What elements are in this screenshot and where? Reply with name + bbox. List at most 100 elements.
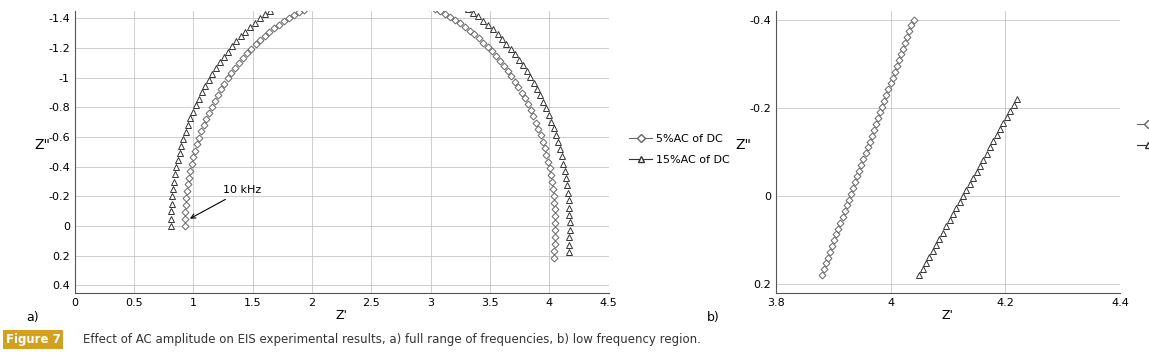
Text: Figure 7: Figure 7 (6, 333, 61, 346)
5%AC of DC (879, 93, 893, 97)
5%AC of DC (838, 209, 851, 213)
15%AC of DC (993, 127, 1007, 131)
15%AC of DC (919, 261, 933, 265)
5%AC of DC (835, 215, 849, 219)
15%AC of DC (996, 121, 1010, 125)
15%AC of DC (963, 182, 977, 186)
15%AC of DC (916, 267, 930, 271)
Legend: 5%AC of DC, 15%AC of DC: 5%AC of DC, 15%AC of DC (625, 129, 734, 169)
5%AC of DC (856, 157, 870, 161)
5%AC of DC (845, 192, 858, 196)
5%AC of DC (884, 81, 897, 86)
15%AC of DC (946, 212, 959, 216)
Text: Effect of AC amplitude on EIS experimental results, a) full range of frequencies: Effect of AC amplitude on EIS experiment… (83, 333, 701, 346)
5%AC of DC (855, 162, 869, 167)
5%AC of DC (899, 41, 912, 45)
5%AC of DC (493, 59, 507, 63)
5%AC of DC (257, 34, 271, 38)
5%AC of DC (878, 99, 892, 103)
5%AC of DC (827, 238, 841, 242)
15%AC of DC (977, 157, 990, 162)
5%AC of DC (869, 122, 882, 126)
5%AC of DC (823, 250, 836, 254)
5%AC of DC (825, 244, 839, 248)
X-axis label: Z': Z' (336, 309, 348, 322)
5%AC of DC (876, 105, 889, 109)
15%AC of DC (959, 188, 973, 192)
15%AC of DC (980, 151, 994, 156)
5%AC of DC (907, 17, 920, 22)
5%AC of DC (848, 180, 862, 184)
Y-axis label: Z": Z" (735, 138, 751, 152)
15%AC of DC (956, 194, 970, 198)
5%AC of DC (547, 256, 561, 260)
15%AC of DC (942, 218, 956, 222)
5%AC of DC (901, 35, 915, 39)
5%AC of DC (822, 256, 835, 260)
5%AC of DC (833, 221, 847, 225)
15%AC of DC (923, 255, 936, 259)
5%AC of DC (548, 242, 562, 246)
5%AC of DC (840, 203, 854, 207)
15%AC of DC (984, 145, 997, 150)
X-axis label: Z': Z' (942, 309, 954, 322)
15%AC of DC (970, 170, 984, 174)
15%AC of DC (1010, 97, 1024, 101)
5%AC of DC (873, 110, 887, 115)
15%AC of DC (966, 176, 980, 180)
15%AC of DC (912, 273, 926, 277)
15%AC of DC (164, 224, 178, 228)
15%AC of DC (562, 205, 576, 210)
Text: 10 kHz: 10 kHz (191, 185, 261, 218)
15%AC of DC (1007, 103, 1020, 107)
5%AC of DC (853, 169, 866, 173)
5%AC of DC (867, 128, 881, 132)
5%AC of DC (863, 139, 877, 144)
Legend: 5%AC of DC, 15%AC of DC: 5%AC of DC, 15%AC of DC (1133, 115, 1149, 155)
15%AC of DC (562, 250, 576, 254)
5%AC of DC (894, 52, 908, 56)
5%AC of DC (819, 261, 833, 266)
15%AC of DC (936, 230, 950, 235)
5%AC of DC (815, 273, 828, 277)
5%AC of DC (817, 267, 831, 271)
5%AC of DC (892, 58, 905, 62)
Text: b): b) (707, 311, 719, 324)
5%AC of DC (904, 23, 918, 27)
5%AC of DC (861, 145, 874, 150)
5%AC of DC (548, 214, 562, 218)
5%AC of DC (896, 46, 910, 51)
5%AC of DC (902, 29, 916, 33)
5%AC of DC (881, 87, 895, 91)
15%AC of DC (926, 249, 940, 253)
15%AC of DC (500, 42, 514, 46)
15%AC of DC (933, 236, 947, 241)
5%AC of DC (830, 232, 843, 237)
15%AC of DC (989, 133, 1003, 137)
Text: a): a) (26, 311, 39, 324)
Line: 5%AC of DC: 5%AC of DC (819, 17, 916, 277)
5%AC of DC (890, 64, 904, 68)
Line: 5%AC of DC: 5%AC of DC (183, 0, 557, 261)
15%AC of DC (248, 20, 262, 25)
5%AC of DC (871, 116, 885, 120)
15%AC of DC (987, 139, 1001, 144)
15%AC of DC (1003, 109, 1017, 113)
Line: 15%AC of DC: 15%AC of DC (916, 96, 1020, 278)
Line: 15%AC of DC: 15%AC of DC (168, 0, 572, 255)
15%AC of DC (949, 206, 963, 210)
15%AC of DC (940, 224, 954, 228)
5%AC of DC (886, 75, 900, 80)
15%AC of DC (563, 235, 577, 239)
5%AC of DC (865, 134, 879, 138)
15%AC of DC (1000, 115, 1013, 119)
5%AC of DC (178, 224, 192, 228)
15%AC of DC (973, 164, 987, 168)
5%AC of DC (832, 226, 846, 231)
5%AC of DC (846, 186, 859, 190)
Y-axis label: Z": Z" (34, 138, 51, 152)
5%AC of DC (842, 197, 856, 202)
15%AC of DC (930, 242, 943, 247)
15%AC of DC (953, 200, 966, 204)
5%AC of DC (858, 151, 872, 155)
